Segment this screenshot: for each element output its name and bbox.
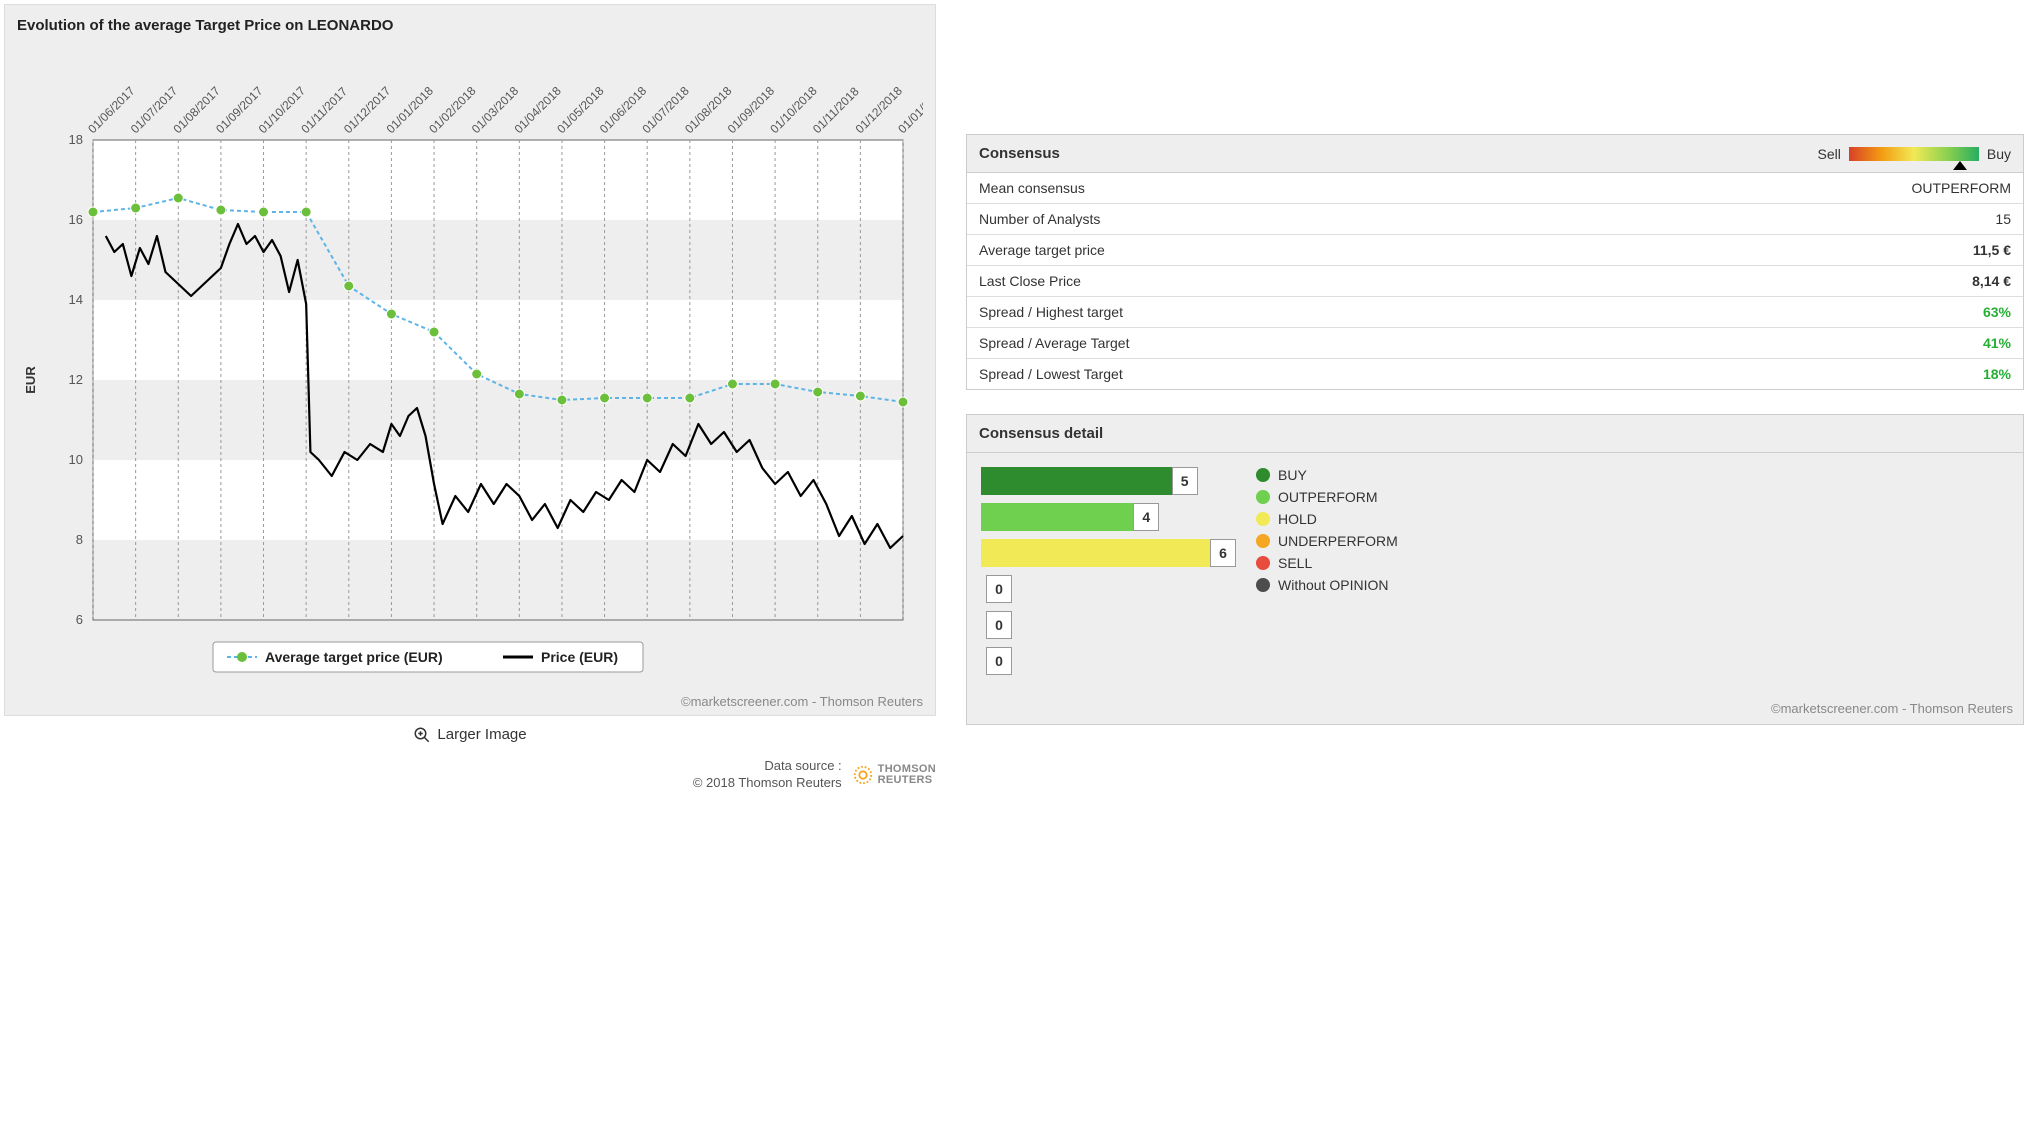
consensus-panel: Consensus Sell Buy Mean consensusOUTPERF…: [966, 134, 2024, 390]
copyright-label: © 2018 Thomson Reuters: [693, 775, 842, 792]
row-label: Spread / Highest target: [967, 297, 1585, 328]
legend-row: HOLD: [1256, 511, 2009, 527]
row-label: Mean consensus: [967, 173, 1585, 204]
detail-count: 0: [986, 647, 1012, 675]
detail-legend: BUY OUTPERFORM HOLD UNDERPERFORM SELL Without…: [1256, 467, 2009, 599]
row-value: OUTPERFORM: [1585, 173, 2023, 204]
svg-text:12: 12: [69, 372, 83, 387]
row-label: Spread / Lowest Target: [967, 359, 1585, 390]
larger-image-label: Larger Image: [437, 726, 526, 743]
detail-bar-row: 0: [981, 647, 1236, 675]
svg-text:8: 8: [76, 532, 83, 547]
detail-count: 0: [986, 575, 1012, 603]
row-label: Average target price: [967, 235, 1585, 266]
price-chart-panel: Evolution of the average Target Price on…: [4, 4, 936, 716]
source-label: Data source :: [693, 758, 842, 775]
consensus-title: Consensus: [979, 145, 1060, 162]
legend-label: HOLD: [1278, 511, 1317, 527]
detail-bar: [981, 539, 1211, 567]
thomson-reuters-logo: THOMSONREUTERS: [852, 764, 936, 786]
legend-label: UNDERPERFORM: [1278, 533, 1398, 549]
legend-label: Without OPINION: [1278, 577, 1388, 593]
legend-dot: [1256, 512, 1270, 526]
detail-bar: [981, 467, 1173, 495]
svg-text:EUR: EUR: [23, 366, 38, 394]
detail-bar-row: 5: [981, 467, 1236, 495]
legend-row: SELL: [1256, 555, 2009, 571]
row-label: Spread / Average Target: [967, 328, 1585, 359]
legend-row: OUTPERFORM: [1256, 489, 2009, 505]
detail-bar: [981, 503, 1134, 531]
svg-text:Average target price (EUR): Average target price (EUR): [265, 649, 443, 665]
row-value: 41%: [1585, 328, 2023, 359]
detail-count: 5: [1172, 467, 1198, 495]
consensus-row: Mean consensusOUTPERFORM: [967, 173, 2023, 204]
row-value: 15: [1585, 204, 2023, 235]
sell-label: Sell: [1818, 146, 1841, 162]
legend-dot: [1256, 578, 1270, 592]
row-value: 8,14 €: [1585, 266, 2023, 297]
row-value: 11,5 €: [1585, 235, 2023, 266]
detail-count: 0: [986, 611, 1012, 639]
detail-credit: ©marketscreener.com - Thomson Reuters: [967, 701, 2023, 724]
zoom-icon: [413, 726, 431, 744]
legend-dot: [1256, 556, 1270, 570]
consensus-row: Average target price11,5 €: [967, 235, 2023, 266]
larger-image-link[interactable]: Larger Image: [4, 726, 936, 744]
row-value: 63%: [1585, 297, 2023, 328]
row-value: 18%: [1585, 359, 2023, 390]
buy-label: Buy: [1987, 146, 2011, 162]
chart-credit: ©marketscreener.com - Thomson Reuters: [17, 694, 923, 709]
row-label: Last Close Price: [967, 266, 1585, 297]
svg-text:Price (EUR): Price (EUR): [541, 649, 618, 665]
detail-bar-row: 6: [981, 539, 1236, 567]
detail-title: Consensus detail: [979, 425, 1103, 442]
consensus-row: Number of Analysts15: [967, 204, 2023, 235]
detail-bar-row: 0: [981, 575, 1236, 603]
legend-row: UNDERPERFORM: [1256, 533, 2009, 549]
legend-row: Without OPINION: [1256, 577, 2009, 593]
legend-label: BUY: [1278, 467, 1307, 483]
detail-bar-row: 0: [981, 611, 1236, 639]
consensus-detail-panel: Consensus detail 54 6 0 0 0 BUY OUTPERFORM HOL…: [966, 414, 2024, 725]
legend-dot: [1256, 534, 1270, 548]
detail-bars: 54 6 0 0 0: [981, 467, 1236, 683]
svg-text:6: 6: [76, 612, 83, 627]
detail-count: 4: [1133, 503, 1159, 531]
legend-dot: [1256, 468, 1270, 482]
consensus-spectrum: Sell Buy: [1818, 146, 2011, 162]
reuters-icon: [852, 764, 874, 786]
legend-dot: [1256, 490, 1270, 504]
legend-label: SELL: [1278, 555, 1312, 571]
svg-text:10: 10: [69, 452, 83, 467]
detail-bar-row: 4: [981, 503, 1236, 531]
detail-count: 6: [1210, 539, 1236, 567]
svg-text:16: 16: [69, 212, 83, 227]
data-source-row: Data source : © 2018 Thomson Reuters THO…: [4, 758, 936, 792]
consensus-row: Spread / Average Target41%: [967, 328, 2023, 359]
consensus-row: Spread / Highest target63%: [967, 297, 2023, 328]
row-label: Number of Analysts: [967, 204, 1585, 235]
svg-text:14: 14: [69, 292, 83, 307]
spectrum-bar: [1849, 147, 1979, 161]
consensus-row: Spread / Lowest Target18%: [967, 359, 2023, 390]
consensus-row: Last Close Price8,14 €: [967, 266, 2023, 297]
svg-text:18: 18: [69, 132, 83, 147]
legend-label: OUTPERFORM: [1278, 489, 1378, 505]
target-price-chart: 01/06/201701/07/201701/08/201701/09/2017…: [17, 40, 923, 690]
chart-title: Evolution of the average Target Price on…: [17, 17, 923, 34]
consensus-table: Mean consensusOUTPERFORMNumber of Analys…: [967, 173, 2023, 389]
legend-row: BUY: [1256, 467, 2009, 483]
